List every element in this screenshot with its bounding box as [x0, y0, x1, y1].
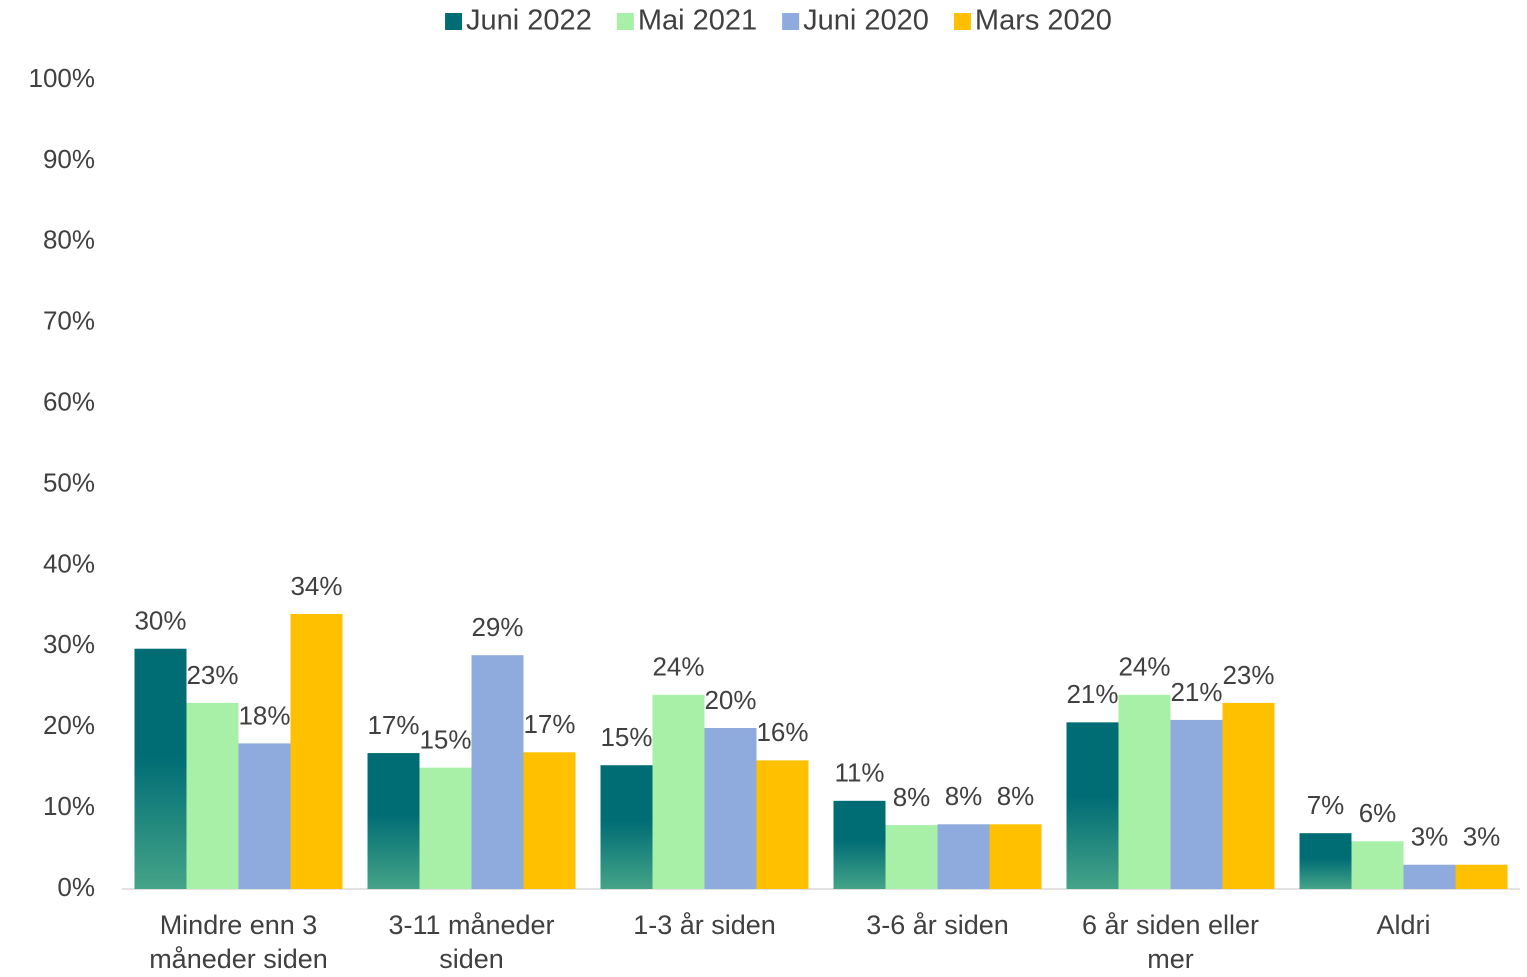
bar: [756, 760, 809, 889]
data-label: 6%: [1359, 798, 1397, 828]
bar: [1351, 841, 1404, 889]
bar: [833, 800, 886, 889]
data-label: 11%: [834, 758, 884, 788]
y-tick-label: 80%: [43, 225, 95, 255]
data-label: 15%: [600, 722, 652, 752]
y-tick-label: 30%: [43, 629, 95, 659]
data-label: 23%: [186, 660, 238, 690]
y-tick-label: 40%: [43, 548, 95, 578]
data-label: 7%: [1307, 790, 1345, 820]
bar: [523, 752, 576, 889]
x-tick-label: 3-6 år siden: [866, 910, 1009, 940]
x-tick-label: 6 år siden eller mer: [1081, 910, 1260, 974]
bar: [989, 824, 1042, 889]
legend-label: Mai 2021: [638, 5, 757, 37]
y-tick-label: 50%: [43, 467, 95, 497]
y-tick-label: 60%: [43, 386, 95, 416]
legend-swatch: [616, 13, 634, 30]
data-label: 8%: [945, 781, 983, 811]
data-label: 16%: [756, 717, 808, 747]
data-label: 29%: [471, 612, 523, 642]
data-label: 17%: [523, 709, 575, 739]
bar: [885, 825, 938, 889]
bar: [238, 743, 291, 889]
bar: [1455, 864, 1508, 889]
y-tick-label: 0%: [57, 872, 95, 902]
bar: [600, 765, 653, 889]
data-label: 17%: [367, 710, 419, 740]
legend-label: Juni 2020: [803, 5, 929, 37]
bar: [1118, 694, 1171, 889]
bar: [1403, 864, 1456, 889]
data-label: 20%: [704, 685, 756, 715]
y-tick-label: 70%: [43, 306, 95, 336]
legend-label: Mars 2020: [975, 5, 1112, 37]
legend-label: Juni 2022: [466, 5, 592, 37]
x-tick-label: Aldri: [1376, 910, 1431, 940]
data-label: 34%: [290, 571, 342, 601]
bar: [471, 655, 524, 889]
x-tick-label: 1-3 år siden: [633, 910, 776, 940]
bar: [1222, 702, 1275, 889]
bar: [1066, 722, 1119, 889]
data-label: 15%: [419, 725, 471, 755]
data-label: 21%: [1170, 677, 1222, 707]
bar: [290, 613, 343, 889]
x-tick-label: Mindre enn 3 måneder siden: [149, 910, 328, 974]
bar: [652, 694, 705, 889]
data-label: 18%: [238, 700, 290, 730]
data-label: 8%: [893, 782, 931, 812]
data-label: 30%: [134, 606, 186, 636]
bar: [186, 702, 239, 889]
bar: [134, 648, 187, 889]
data-label: 3%: [1463, 822, 1501, 852]
bar: [367, 753, 420, 889]
bar: [419, 767, 472, 889]
data-label: 24%: [1118, 652, 1170, 682]
legend-swatch: [782, 13, 800, 30]
legend-swatch: [953, 13, 971, 30]
y-tick-label: 10%: [43, 791, 95, 821]
y-tick-label: 20%: [43, 710, 95, 740]
legend-swatch: [445, 13, 463, 30]
y-tick-label: 100%: [29, 63, 96, 93]
bar: [1170, 719, 1223, 889]
data-label: 3%: [1411, 822, 1449, 852]
data-label: 21%: [1066, 679, 1118, 709]
data-label: 23%: [1222, 660, 1274, 690]
data-label: 24%: [652, 652, 704, 682]
data-label: 8%: [997, 781, 1035, 811]
bar: [704, 728, 757, 889]
bar: [1299, 833, 1352, 889]
bar: [937, 824, 990, 889]
x-tick-label: 3-11 måneder siden: [388, 910, 555, 974]
y-tick-label: 90%: [43, 144, 95, 174]
